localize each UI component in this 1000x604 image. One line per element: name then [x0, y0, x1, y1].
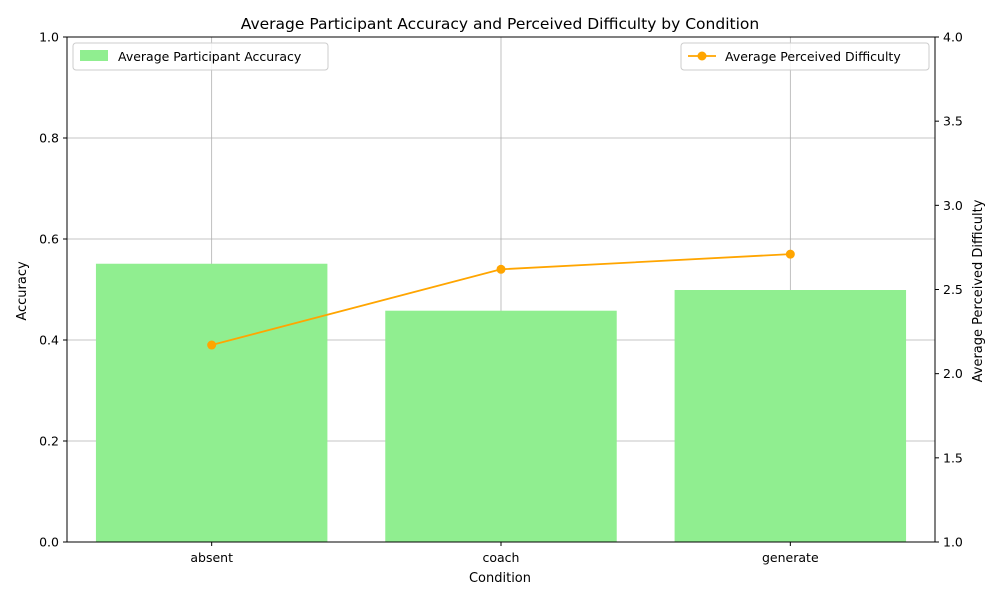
legend-label: Average Perceived Difficulty	[725, 49, 901, 64]
legend-label: Average Participant Accuracy	[118, 49, 302, 64]
y2-tick-label: 1.0	[943, 535, 963, 550]
y-tick-label: 0.0	[39, 535, 59, 550]
y-tick-label: 1.0	[39, 30, 59, 45]
legend-swatch-marker	[697, 51, 707, 61]
bar-coach	[385, 310, 617, 542]
legend-box	[680, 42, 930, 71]
y-tick-label: 0.8	[39, 131, 59, 146]
y2-axis-label: Average Perceived Difficulty	[971, 199, 986, 382]
legend-box	[72, 42, 329, 71]
y2-tick-label: 4.0	[943, 30, 963, 45]
x-axis-label: Condition	[469, 571, 531, 586]
bar-generate	[674, 290, 907, 542]
x-tick-label: absent	[190, 550, 233, 565]
y2-tick-label: 2.0	[943, 366, 963, 381]
x-tick-label: generate	[762, 550, 819, 565]
y-tick-label: 0.6	[39, 232, 59, 247]
chart-title: Average Participant Accuracy and Perceiv…	[241, 15, 759, 33]
y2-tick-label: 1.5	[943, 450, 963, 465]
x-tick-label: coach	[483, 550, 520, 565]
bar-absent	[95, 263, 328, 542]
y2-tick-label: 3.0	[943, 198, 963, 213]
legends: Average Participant Accuracy Average Perc…	[72, 42, 930, 71]
y-axis-label: Accuracy	[15, 261, 30, 321]
difficulty-line-layer	[207, 249, 795, 350]
legend-difficulty: Average Perceived Difficulty	[680, 42, 930, 71]
y2-tick-label: 3.5	[943, 114, 963, 129]
legend-accuracy: Average Participant Accuracy	[72, 42, 329, 71]
difficulty-point-coach	[496, 264, 506, 274]
bars	[95, 263, 907, 542]
y-tick-label: 0.2	[39, 434, 59, 449]
y-tick-label: 0.4	[39, 333, 59, 348]
legend-swatch-bar	[80, 50, 108, 61]
y2-tick-label: 2.5	[943, 282, 963, 297]
axes: 0.0 0.2 0.4 0.6 0.8 1.0 1.0 1.5 2.0 2.5 3.0 3.5 4.0 a…	[39, 30, 963, 566]
difficulty-point-generate	[785, 249, 795, 259]
difficulty-point-absent	[207, 340, 217, 350]
